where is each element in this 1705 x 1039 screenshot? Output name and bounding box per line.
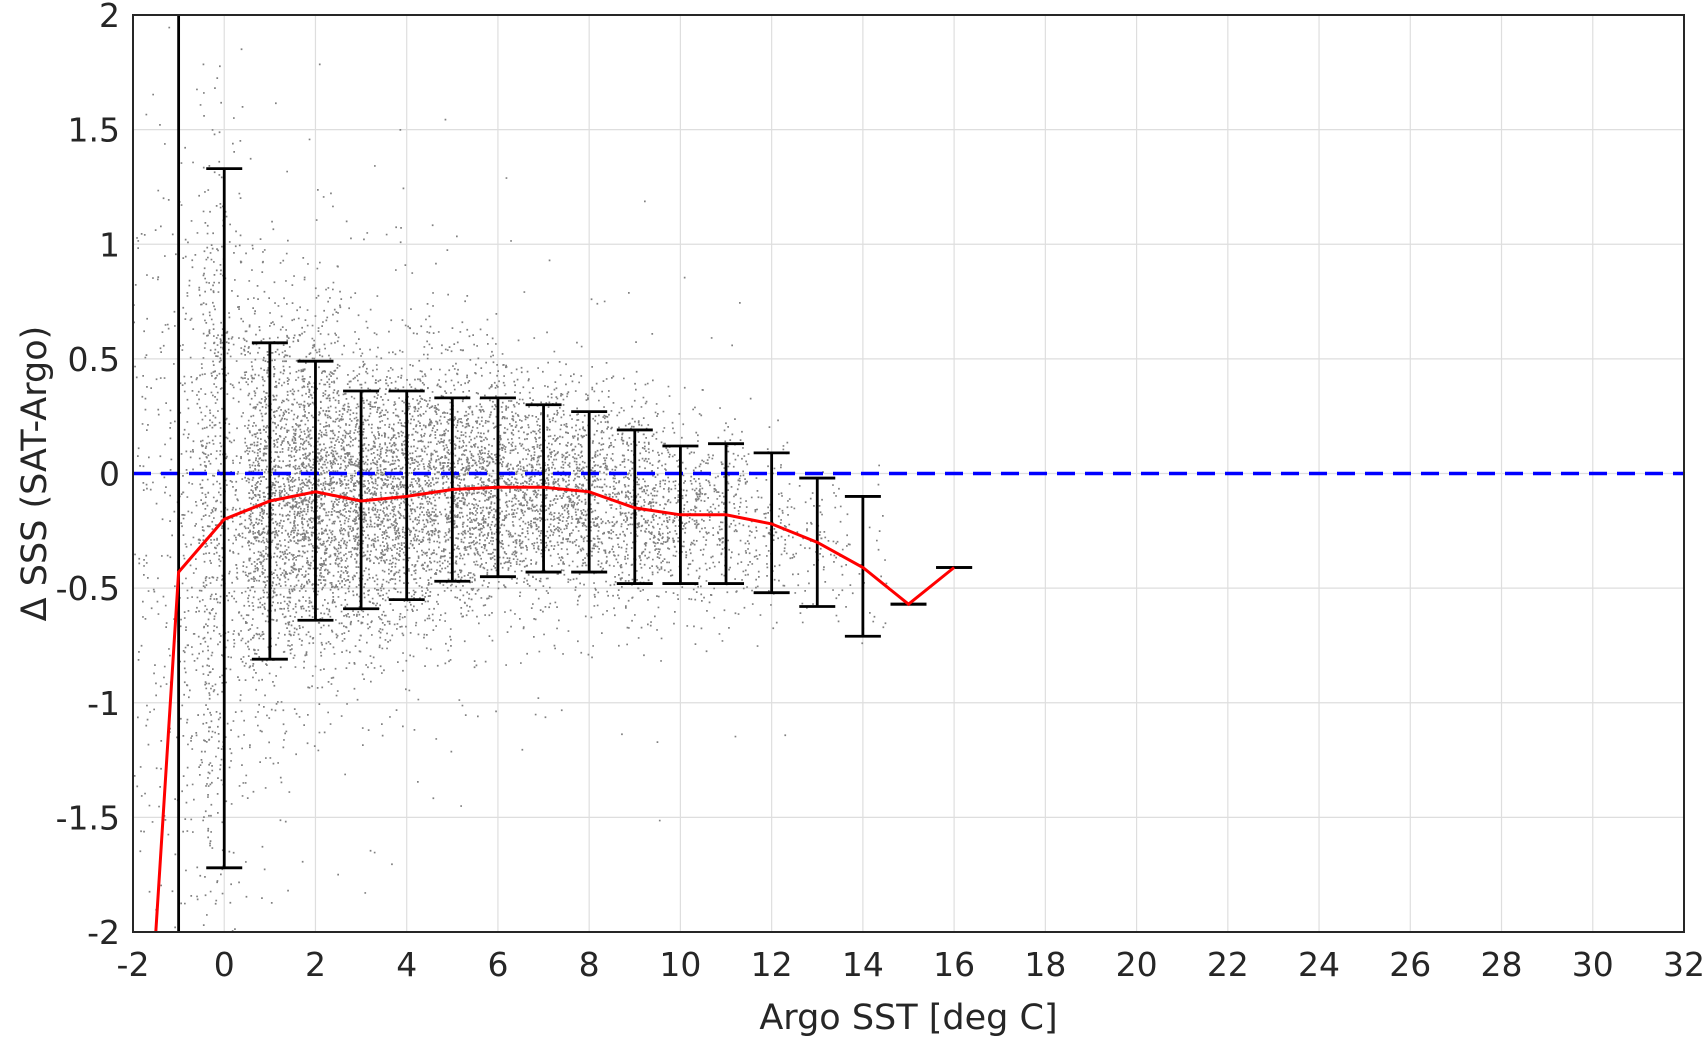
x-tick-label: 12 (751, 945, 793, 984)
y-tick-label: 1.5 (68, 111, 120, 150)
y-tick-labels: -2 -1.5 -1 -0.5 0 0.5 1 1.5 2 (56, 0, 120, 952)
x-tick-label: 26 (1389, 945, 1431, 984)
x-tick-label: 22 (1207, 945, 1249, 984)
y-axis-label: Δ SSS (SAT-Argo) (15, 326, 55, 622)
x-tick-label: 14 (842, 945, 884, 984)
x-tick-label: 4 (396, 945, 417, 984)
x-tick-label: 0 (214, 945, 235, 984)
y-tick-label: -1.5 (56, 798, 120, 837)
x-tick-label: 28 (1481, 945, 1523, 984)
mean-line-path (154, 485, 956, 933)
x-tick-label: -2 (117, 945, 150, 984)
y-tick-label: 0 (99, 455, 120, 494)
x-tick-label: 16 (933, 945, 975, 984)
y-tick-label: -2 (87, 913, 120, 952)
x-tick-label: 30 (1572, 945, 1614, 984)
x-tick-label: 2 (305, 945, 326, 984)
y-tick-label: -1 (87, 684, 120, 723)
x-axis-label: Argo SST [deg C] (759, 998, 1057, 1038)
scatter-cloud (133, 26, 888, 932)
scatter-point (133, 26, 888, 932)
x-tick-label: 18 (1024, 945, 1066, 984)
y-tick-label: 2 (99, 0, 120, 35)
x-tick-label: 20 (1116, 945, 1158, 984)
x-tick-label: 32 (1663, 945, 1705, 984)
x-tick-labels: -2 0 2 4 6 8 10 12 14 16 18 20 22 24 26 28 30 32 (117, 945, 1705, 984)
x-tick-label: 24 (1298, 945, 1340, 984)
x-tick-label: 10 (659, 945, 701, 984)
x-tick-label: 6 (487, 945, 508, 984)
mean-line (154, 485, 956, 933)
plot-frame (132, 14, 1685, 933)
y-tick-label: 1 (99, 225, 120, 264)
y-tick-label: 0.5 (68, 340, 120, 379)
x-tick-label: 8 (579, 945, 600, 984)
y-tick-label: -0.5 (56, 569, 120, 608)
